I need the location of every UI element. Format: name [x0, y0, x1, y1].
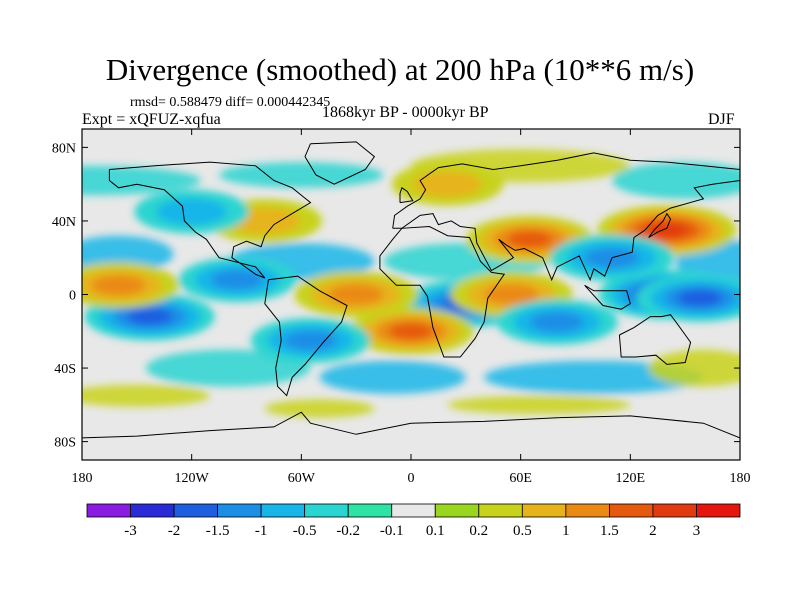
season-label: DJF: [708, 111, 735, 128]
texture-band: [264, 399, 375, 418]
divergence-cell: [389, 323, 433, 340]
lat-tick-label: 80S: [54, 436, 76, 451]
colorbar-swatch: [260, 503, 306, 518]
colorbar-label: 1: [562, 523, 570, 539]
coastline-indonesia: [584, 284, 631, 310]
lon-tick-label: 60E: [509, 471, 532, 486]
colorbar-swatch: [304, 503, 349, 518]
divergence-cell: [413, 170, 482, 198]
colorbar-label: -0.1: [380, 523, 404, 539]
rmsd-diff-stats: rmsd= 0.588479 diff= 0.000442345: [130, 95, 331, 110]
coastline-europe-asia: [392, 152, 740, 282]
lon-tick-label: 120E: [616, 471, 646, 486]
colorbar-swatch: [609, 503, 654, 518]
lat-tick-label: 0: [69, 289, 76, 304]
divergence-field: [82, 149, 740, 418]
texture-band: [82, 235, 174, 273]
divergence-cell: [127, 308, 173, 325]
experiment-label: Expt = xQFUZ-xqfua: [82, 111, 221, 128]
coastline-greenland: [304, 141, 376, 185]
divergence-cell: [211, 269, 264, 290]
lon-tick-label: 120W: [175, 471, 210, 486]
divergence-cell: [530, 312, 585, 333]
coastline-south-america: [264, 275, 348, 397]
coastline-uk: [399, 187, 414, 204]
divergence-cell: [283, 330, 337, 351]
divergence-cell: [156, 198, 227, 226]
coastlines: [82, 141, 740, 439]
texture-band: [447, 395, 631, 415]
colorbar-label: -2: [168, 523, 181, 539]
coastline-africa: [379, 225, 506, 358]
lat-tick-label: 80N: [52, 141, 76, 156]
colorbar-swatch: [347, 503, 393, 518]
colorbar-label: 0.2: [469, 523, 488, 539]
coastline-north-america: [108, 161, 312, 279]
colorbar-swatch: [478, 503, 523, 518]
period-label: 1868kyr BP - 0000kyr BP: [322, 104, 489, 121]
coastline-antarctica: [82, 411, 740, 439]
colorbar-swatch: [434, 503, 480, 518]
colorbar-swatch: [565, 503, 610, 518]
colorbar-label: -0.2: [336, 523, 360, 539]
divergence-cell: [677, 290, 722, 307]
texture-band: [219, 162, 384, 188]
colorbar-swatch: [696, 503, 741, 518]
lon-tick-label: 60W: [288, 471, 316, 486]
colorbar-swatch: [391, 503, 436, 518]
lon-tick-label: 180: [72, 471, 93, 486]
colorbar-swatch: [217, 503, 262, 518]
plot-title: Divergence (smoothed) at 200 hPa (10**6 …: [105, 52, 695, 87]
divergence-blobs: [82, 149, 740, 418]
colorbar-swatch: [173, 503, 218, 518]
colorbar-label: 0.5: [513, 523, 532, 539]
divergence-cell: [328, 284, 384, 305]
lat-tick-label: 40N: [52, 215, 76, 230]
divergence-cell: [484, 284, 539, 305]
coastline-australia: [618, 314, 692, 365]
texture-band: [612, 162, 740, 199]
colorbar-label: 3: [693, 523, 701, 539]
texture-band: [82, 165, 201, 196]
colorbar-label: -0.5: [293, 523, 317, 539]
colorbar-label: -1: [255, 523, 268, 539]
colorbar-label: 0.1: [426, 523, 445, 539]
divergence-cell: [507, 231, 552, 248]
colorbar-label: -1.5: [206, 523, 230, 539]
texture-band: [82, 384, 210, 407]
texture-band: [484, 360, 704, 394]
colorbar-label: -3: [124, 523, 137, 539]
coastline-japan: [648, 212, 672, 238]
colorbar-swatch: [652, 503, 697, 518]
lon-tick-label: 180: [730, 471, 751, 486]
colorbar-swatch: [130, 503, 175, 518]
lon-tick-label: 0: [408, 471, 415, 486]
colorbar-swatch: [521, 503, 567, 518]
colorbar-label: 2: [649, 523, 657, 539]
colorbar-swatch: [86, 503, 131, 518]
texture-band: [319, 360, 466, 394]
lat-tick-label: 40S: [54, 362, 76, 377]
texture-band: [648, 349, 740, 387]
divergence-cell: [91, 275, 146, 296]
texture-band: [145, 349, 311, 387]
colorbar-label: 1.5: [600, 523, 619, 539]
